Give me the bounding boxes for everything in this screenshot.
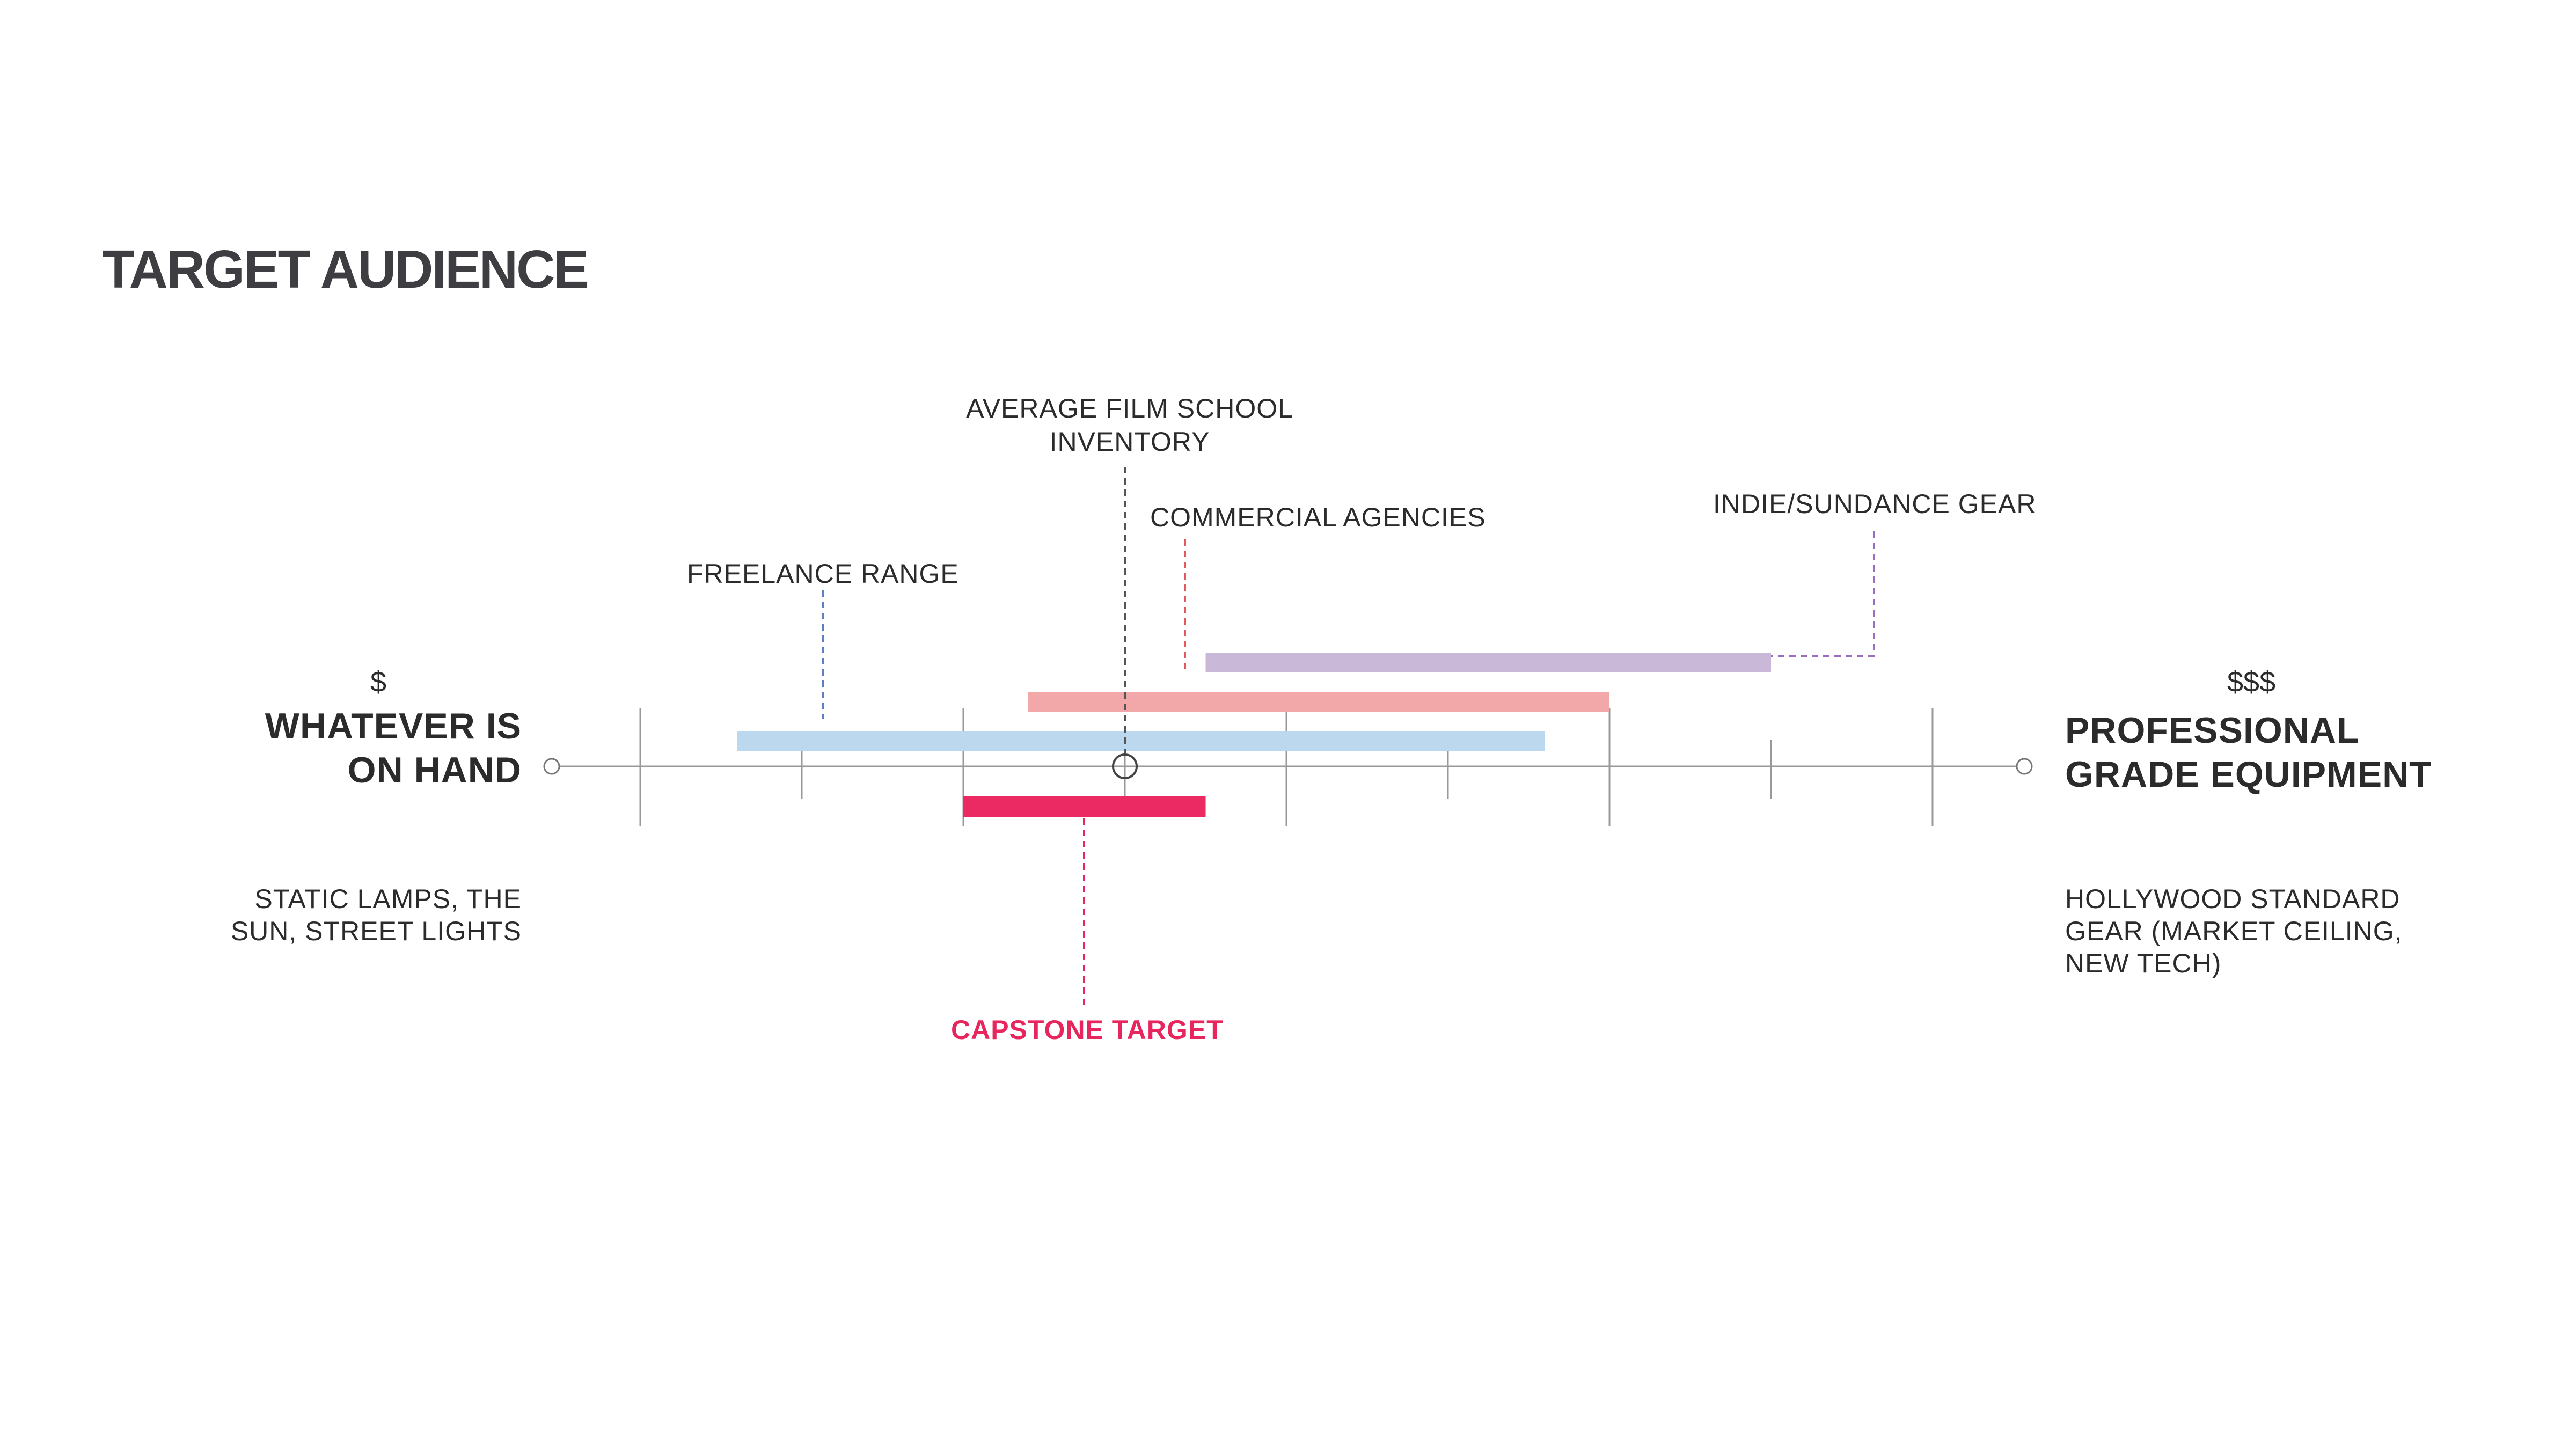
low-end-description: STATIC LAMPS, THE SUN, STREET LIGHTS: [231, 883, 522, 947]
low-cost-label: $: [370, 666, 387, 698]
high-end-name: PROFESSIONAL GRADE EQUIPMENT: [2065, 708, 2432, 796]
range-bar: [963, 796, 1206, 817]
range-bar: [1028, 692, 1609, 712]
high-end-description-line2: GEAR (MARKET CEILING,: [2065, 916, 2403, 946]
range-bar: [737, 731, 1545, 751]
scale-low-endpoint: [543, 758, 560, 775]
high-cost-label: $$$: [2227, 666, 2276, 698]
high-end-description-line3: NEW TECH): [2065, 948, 2222, 978]
page-title: TARGET AUDIENCE: [102, 239, 589, 299]
low-end-description-line2: SUN, STREET LIGHTS: [230, 916, 522, 946]
indie-connector: [1771, 531, 1875, 657]
low-end-description-line1: STATIC LAMPS, THE: [254, 884, 522, 914]
low-end-name-line1: WHATEVER IS: [265, 706, 522, 747]
high-end-name-line2: GRADE EQUIPMENT: [2065, 754, 2432, 795]
commercial-agencies-label: COMMERCIAL AGENCIES: [1150, 502, 1486, 532]
high-end-description: HOLLYWOOD STANDARD GEAR (MARKET CEILING,…: [2065, 883, 2403, 979]
high-end-description-line1: HOLLYWOOD STANDARD: [2065, 884, 2401, 914]
range-bar: [1205, 653, 1771, 672]
film-school-marker: [1112, 753, 1138, 779]
low-end-name: WHATEVER IS ON HAND: [265, 704, 522, 792]
high-end-name-line1: PROFESSIONAL: [2065, 710, 2360, 751]
film-school-label: AVERAGE FILM SCHOOL INVENTORY: [912, 392, 1347, 458]
film-school-label-line1: AVERAGE FILM SCHOOL: [966, 393, 1293, 423]
scale-high-endpoint: [2016, 758, 2033, 775]
capstone-target-label: CAPSTONE TARGET: [951, 1015, 1224, 1045]
film-school-label-line2: INVENTORY: [1049, 427, 1210, 457]
low-end-name-line2: ON HAND: [347, 750, 522, 791]
indie-sundance-label: INDIE/SUNDANCE GEAR: [1713, 489, 2037, 519]
freelance-range-label: FREELANCE RANGE: [687, 559, 959, 589]
